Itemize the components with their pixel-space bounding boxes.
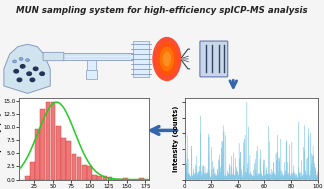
Bar — [61, 138, 66, 180]
Ellipse shape — [163, 52, 171, 66]
Bar — [51, 102, 55, 180]
Circle shape — [33, 67, 38, 70]
Ellipse shape — [156, 42, 178, 76]
Bar — [139, 178, 144, 180]
Circle shape — [40, 72, 44, 75]
Y-axis label: Frequency (%): Frequency (%) — [0, 112, 2, 166]
Bar — [92, 175, 97, 180]
Circle shape — [17, 78, 22, 82]
Bar — [77, 157, 81, 180]
Circle shape — [20, 65, 25, 68]
Circle shape — [26, 59, 29, 62]
Circle shape — [14, 70, 18, 73]
Bar — [30, 163, 35, 180]
Bar — [108, 177, 112, 180]
Ellipse shape — [152, 37, 181, 81]
FancyBboxPatch shape — [200, 41, 228, 77]
Circle shape — [13, 60, 17, 63]
Bar — [25, 176, 29, 180]
Bar — [87, 60, 96, 71]
Bar — [66, 141, 71, 180]
Ellipse shape — [160, 47, 174, 71]
FancyBboxPatch shape — [43, 52, 64, 61]
Bar — [72, 154, 76, 180]
Bar — [82, 165, 87, 180]
Bar — [118, 179, 123, 180]
Bar — [98, 176, 102, 180]
Bar — [123, 178, 128, 180]
Text: MUN sampling system for high-efficiency spICP-MS analysis: MUN sampling system for high-efficiency … — [16, 6, 308, 15]
Polygon shape — [4, 44, 50, 93]
Bar — [35, 129, 40, 180]
Bar — [46, 102, 50, 180]
Bar — [87, 166, 92, 180]
Bar — [86, 70, 97, 79]
Bar — [56, 126, 61, 180]
FancyBboxPatch shape — [133, 41, 149, 77]
Circle shape — [27, 72, 31, 75]
Circle shape — [19, 57, 23, 60]
Bar — [103, 176, 107, 180]
Y-axis label: Intensity (counts): Intensity (counts) — [173, 106, 179, 172]
FancyBboxPatch shape — [62, 53, 133, 60]
Circle shape — [30, 78, 35, 82]
Bar — [40, 109, 45, 180]
Bar — [113, 179, 118, 180]
